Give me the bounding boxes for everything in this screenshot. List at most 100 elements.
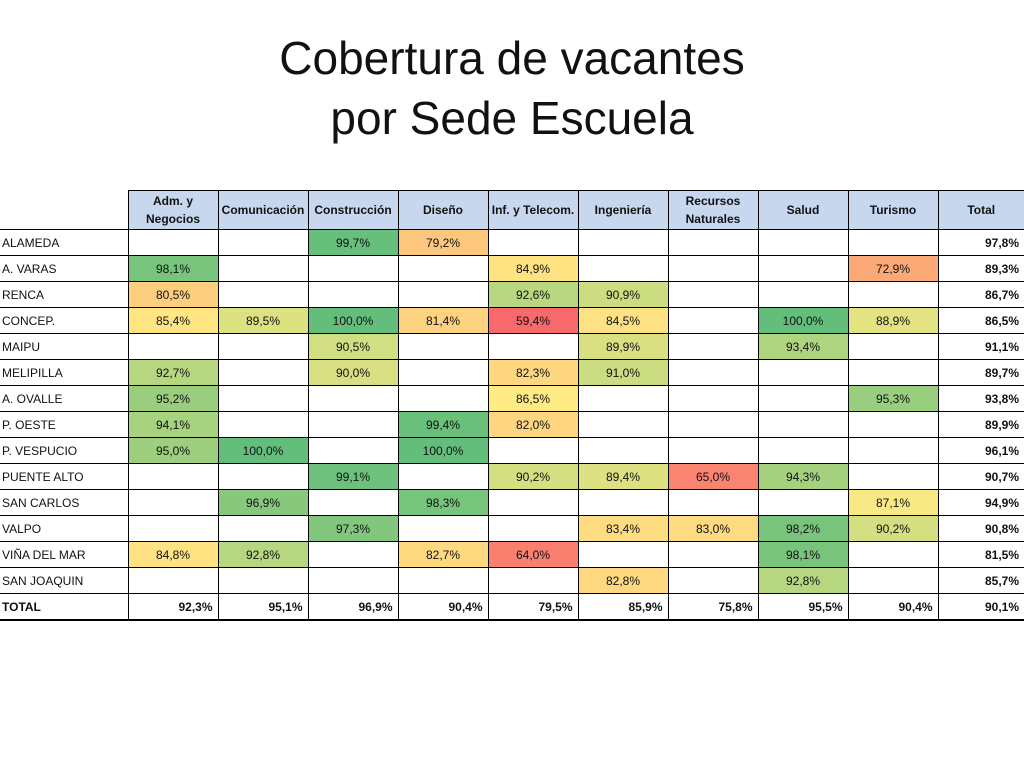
row-total-cell: 86,7% [937, 281, 1024, 308]
heatmap-cell [307, 255, 399, 282]
heatmap-cell [667, 359, 759, 386]
heatmap-cell [667, 385, 759, 412]
heatmap-cell [487, 333, 579, 360]
column-total-cell: 90,4% [397, 593, 489, 621]
heatmap-cell: 79,2% [397, 229, 489, 256]
row-total-cell: 86,5% [937, 307, 1024, 334]
heatmap-cell [217, 411, 309, 438]
heatmap-cell: 84,8% [127, 541, 219, 568]
heatmap-cell [577, 229, 669, 256]
header-row: Adm. y Negocios Comunicación Construcción D… [0, 190, 1024, 230]
heatmap-cell: 92,6% [487, 281, 579, 308]
heatmap-cell: 80,5% [127, 281, 219, 308]
heatmap-cell: 97,3% [307, 515, 399, 542]
heatmap-cell [397, 333, 489, 360]
heatmap-cell [397, 359, 489, 386]
heatmap-cell [307, 437, 399, 464]
heatmap-cell: 90,0% [307, 359, 399, 386]
row-label: VIÑA DEL MAR [0, 541, 129, 568]
heatmap-cell: 83,0% [667, 515, 759, 542]
row-total-cell: 97,8% [937, 229, 1024, 256]
heatmap-cell [757, 229, 849, 256]
heatmap-cell [307, 541, 399, 568]
heatmap-cell [307, 567, 399, 594]
heatmap-cell: 94,1% [127, 411, 219, 438]
heatmap-cell: 82,3% [487, 359, 579, 386]
heatmap-cell [667, 307, 759, 334]
column-header: Turismo [847, 190, 939, 230]
heatmap-cell: 90,2% [847, 515, 939, 542]
row-total-cell: 90,7% [937, 463, 1024, 490]
heatmap-cell [397, 567, 489, 594]
heatmap-cell: 82,0% [487, 411, 579, 438]
heatmap-cell [217, 229, 309, 256]
title-line-1: Cobertura de vacantes [279, 32, 745, 84]
row-label: SAN JOAQUIN [0, 567, 129, 594]
table-row: A. VARAS 98,1% 84,9% 72,9% 89,3% [0, 255, 1024, 282]
column-total-cell: 75,8% [667, 593, 759, 621]
totals-row: TOTAL 92,3% 95,1% 96,9% 90,4% 79,5% 85,9% 75,8%… [0, 593, 1024, 621]
heatmap-cell: 92,8% [217, 541, 309, 568]
table-row: CONCEP. 85,4% 89,5% 100,0% 81,4% 59,4% 84,5% 10… [0, 307, 1024, 334]
heatmap-cell [487, 229, 579, 256]
heatmap-cell [217, 333, 309, 360]
heatmap-cell [577, 255, 669, 282]
heatmap-cell [847, 281, 939, 308]
heatmap-cell [757, 281, 849, 308]
column-header-total: Total [937, 190, 1024, 230]
column-total-cell: 85,9% [577, 593, 669, 621]
row-label: MELIPILLA [0, 359, 129, 386]
heatmap-cell [307, 385, 399, 412]
row-total-cell: 94,9% [937, 489, 1024, 516]
column-header: Salud [757, 190, 849, 230]
heatmap-cell [757, 489, 849, 516]
heatmap-cell [127, 229, 219, 256]
heatmap-cell: 90,9% [577, 281, 669, 308]
heatmap-cell [577, 411, 669, 438]
heatmap-cell [487, 515, 579, 542]
heatmap-cell [307, 489, 399, 516]
heatmap-cell [847, 411, 939, 438]
row-label: CONCEP. [0, 307, 129, 334]
heatmap-cell [757, 437, 849, 464]
heatmap-cell: 90,2% [487, 463, 579, 490]
heatmap-cell [397, 281, 489, 308]
heatmap-cell: 89,5% [217, 307, 309, 334]
heatmap-cell [127, 333, 219, 360]
coverage-heatmap-table: Adm. y Negocios Comunicación Construcción D… [0, 190, 1024, 621]
heatmap-cell: 84,5% [577, 307, 669, 334]
heatmap-cell: 98,1% [127, 255, 219, 282]
column-total-cell: 96,9% [307, 593, 399, 621]
heatmap-cell: 95,3% [847, 385, 939, 412]
heatmap-cell [847, 359, 939, 386]
heatmap-cell [847, 567, 939, 594]
row-label: P. OESTE [0, 411, 129, 438]
heatmap-cell [217, 281, 309, 308]
table-row: A. OVALLE 95,2% 86,5% 95,3% 93,8% [0, 385, 1024, 412]
heatmap-cell: 72,9% [847, 255, 939, 282]
heatmap-cell [487, 489, 579, 516]
heatmap-cell [577, 489, 669, 516]
table-row: PUENTE ALTO 99,1% 90,2% 89,4% 65,0% 94,3% 90,7… [0, 463, 1024, 490]
heatmap-cell [847, 437, 939, 464]
heatmap-cell: 92,8% [757, 567, 849, 594]
heatmap-cell [667, 489, 759, 516]
column-header: Ingeniería [577, 190, 669, 230]
row-label: PUENTE ALTO [0, 463, 129, 490]
heatmap-cell: 64,0% [487, 541, 579, 568]
heatmap-cell [127, 567, 219, 594]
row-total-cell: 96,1% [937, 437, 1024, 464]
heatmap-cell: 99,7% [307, 229, 399, 256]
heatmap-cell [667, 437, 759, 464]
heatmap-cell [307, 281, 399, 308]
column-header: Adm. y Negocios [127, 190, 219, 230]
column-header: Construcción [307, 190, 399, 230]
page-title: Cobertura de vacantes por Sede Escuela [0, 28, 1024, 148]
row-label: VALPO [0, 515, 129, 542]
table-row: VALPO 97,3% 83,4% 83,0% 98,2% 90,2% 90,8% [0, 515, 1024, 542]
heatmap-cell [487, 567, 579, 594]
heatmap-cell: 94,3% [757, 463, 849, 490]
heatmap-cell [217, 359, 309, 386]
heatmap-cell [667, 567, 759, 594]
heatmap-cell [397, 385, 489, 412]
